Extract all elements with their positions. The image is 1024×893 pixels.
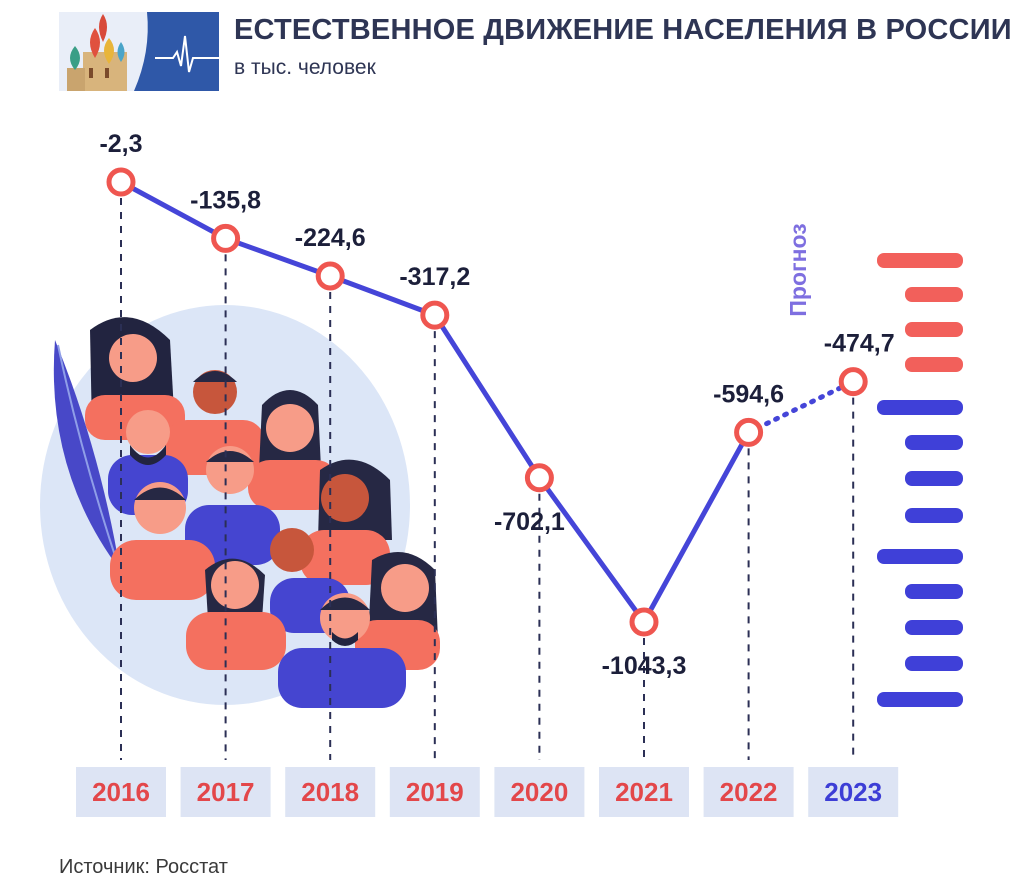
logo [59,12,219,91]
data-label: -702,1 [494,508,565,536]
data-label: -317,2 [399,263,470,291]
forecast-line [746,379,856,435]
flag-stripe [877,400,963,415]
people-illustration [40,305,440,708]
data-point [524,463,554,493]
year-label: 2020 [510,777,568,807]
data-point [420,300,450,330]
flag-stripe [877,253,963,268]
year-box [494,767,585,817]
flag-stripe [905,435,963,450]
year-label: 2016 [92,777,150,807]
year-label: 2018 [301,777,359,807]
flag-stripes [877,253,963,707]
page-title: ЕСТЕСТВЕННОЕ ДВИЖЕНИЕ НАСЕЛЕНИЯ В РОССИИ [234,14,1012,46]
data-point [106,167,136,197]
flag-stripe [905,584,963,599]
year-label: 2023 [824,777,882,807]
page-subtitle: в тыс. человек [234,56,376,79]
year-box [180,767,271,817]
flag-stripe [877,692,963,707]
flag-stripe [905,357,963,372]
flag-stripe [905,322,963,337]
data-point [629,607,659,637]
year-box [703,767,794,817]
data-label: -1043,3 [602,652,687,680]
data-point [211,223,241,253]
source-note: Источник: Росстат [59,856,228,878]
flag-stripe [905,656,963,671]
data-point [838,367,868,397]
data-label: -135,8 [190,186,261,214]
year-box [76,767,166,817]
data-label: -224,6 [295,224,366,252]
data-label: -594,6 [713,380,784,408]
flag-stripe [905,620,963,635]
data-label: -2,3 [99,130,142,158]
year-box [389,767,480,817]
year-label: 2019 [406,777,464,807]
flag-stripe [905,287,963,302]
year-label: 2022 [720,777,778,807]
year-label: 2017 [197,777,255,807]
flag-stripe [905,471,963,486]
data-point [315,261,345,291]
flag-stripe [877,549,963,564]
data-point [734,417,764,447]
flag-stripe [905,508,963,523]
year-box [808,767,899,817]
year-box [599,767,689,817]
year-box [285,767,376,817]
year-label: 2021 [615,777,673,807]
forecast-label: Прогноз [785,223,811,316]
data-label: -474,7 [824,330,895,358]
